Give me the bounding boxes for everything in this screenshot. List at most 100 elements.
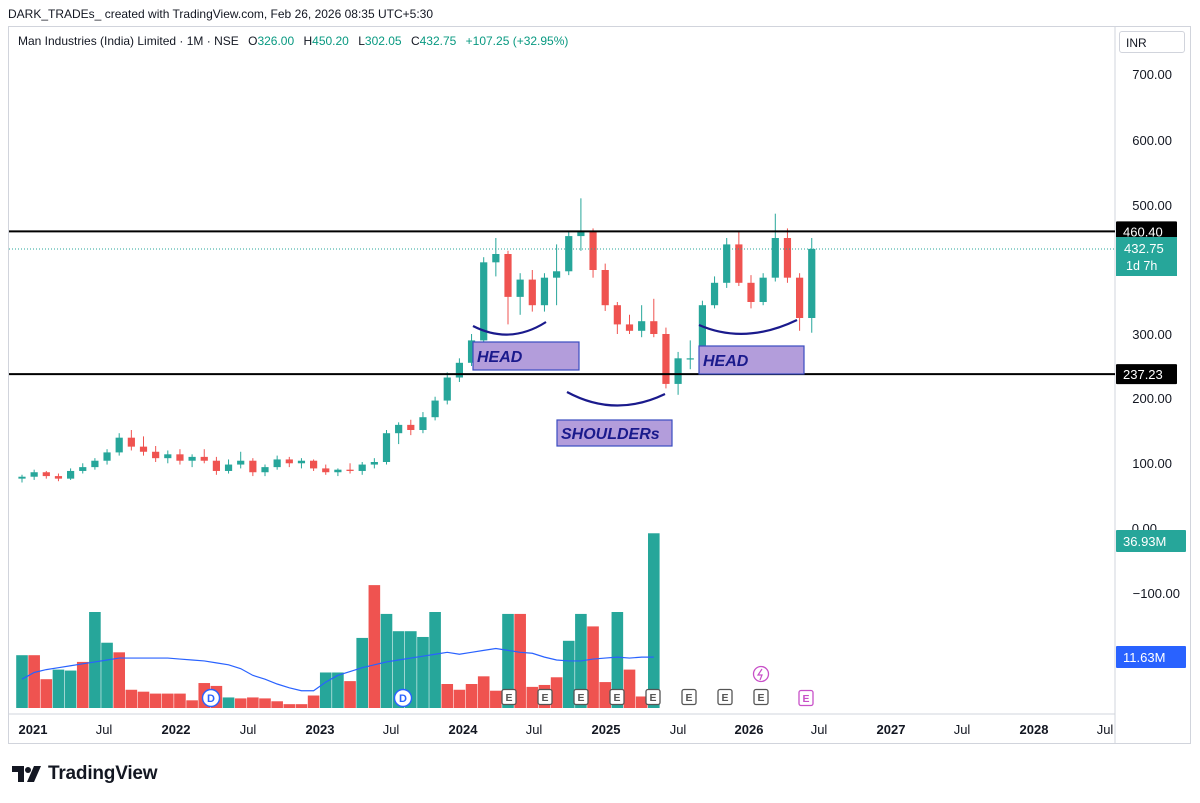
dividend-marker-label: D bbox=[207, 693, 215, 705]
right-head-label-box bbox=[698, 345, 805, 375]
volume-bar bbox=[502, 613, 514, 708]
candle-body bbox=[589, 231, 597, 270]
candle-body bbox=[273, 459, 281, 468]
candle-body bbox=[224, 464, 233, 471]
candle-body bbox=[638, 321, 646, 331]
volume-bar bbox=[16, 655, 28, 708]
currency-button[interactable]: INR bbox=[1119, 31, 1185, 53]
price-tick-label: 600.00 bbox=[1132, 133, 1172, 148]
time-tick-label: 2024 bbox=[449, 722, 479, 737]
candle-body bbox=[419, 417, 427, 430]
volume-bar bbox=[76, 661, 89, 708]
candle-body bbox=[382, 433, 391, 462]
candle-body bbox=[601, 270, 609, 306]
volume-bar bbox=[271, 701, 283, 708]
open-label: O bbox=[248, 34, 258, 48]
lightning-icon bbox=[756, 668, 763, 681]
candle-body bbox=[310, 460, 318, 469]
left-head-arc bbox=[472, 321, 547, 336]
candle-body bbox=[613, 305, 621, 325]
candle-body bbox=[577, 231, 585, 237]
volume-bar bbox=[307, 695, 320, 708]
volume-bar bbox=[611, 612, 624, 708]
time-tick-label: 2027 bbox=[877, 722, 906, 737]
candle-body bbox=[759, 277, 767, 302]
volume-bar bbox=[283, 704, 296, 708]
candle-body bbox=[139, 446, 148, 452]
candle-body bbox=[723, 244, 731, 283]
candle-body bbox=[54, 476, 63, 479]
time-tick-label: 2025 bbox=[592, 722, 621, 737]
volume-bar bbox=[319, 672, 332, 708]
volume-bar bbox=[599, 682, 611, 708]
price-tick-label: 500.00 bbox=[1132, 198, 1172, 213]
candle-body bbox=[710, 282, 719, 306]
candle-body bbox=[42, 472, 50, 477]
volume-bar bbox=[125, 689, 138, 708]
volume-bar bbox=[28, 655, 40, 708]
time-tick-label: Jul bbox=[240, 722, 257, 737]
split-marker-icon bbox=[752, 665, 770, 683]
volume-axis-tick: −100.00 bbox=[1133, 586, 1180, 601]
symbol-legend[interactable]: Man Industries (India) Limited · 1M · NS… bbox=[18, 34, 568, 48]
candle-body bbox=[735, 244, 743, 283]
candle-body bbox=[261, 467, 269, 473]
volume-bar bbox=[259, 698, 271, 708]
candle-body bbox=[443, 377, 451, 401]
last-price-badge: 432.75 bbox=[1124, 241, 1164, 256]
volume-bar bbox=[89, 612, 101, 708]
earnings-marker bbox=[609, 688, 625, 706]
volume-bar bbox=[490, 690, 502, 708]
dividend-marker-label: D bbox=[399, 693, 407, 705]
candle-body bbox=[492, 254, 500, 263]
earnings-marker-label: E bbox=[721, 692, 728, 704]
volume-ma-badge-bg bbox=[1116, 646, 1186, 668]
time-tick-label: Jul bbox=[670, 722, 687, 737]
candle-body bbox=[18, 476, 26, 479]
countdown-badge: 1d 7h bbox=[1126, 259, 1157, 273]
candle-body bbox=[480, 262, 488, 341]
volume-bars bbox=[16, 533, 660, 708]
time-tick-label: Jul bbox=[526, 722, 543, 737]
volume-bar bbox=[101, 642, 113, 708]
candle-body bbox=[540, 277, 549, 306]
candle-body bbox=[796, 277, 804, 318]
time-tick-label: Jul bbox=[383, 722, 400, 737]
earnings-marker-label: E bbox=[685, 692, 692, 704]
candle-body bbox=[237, 460, 245, 465]
volume-bar bbox=[635, 696, 648, 708]
volume-bar bbox=[162, 693, 174, 708]
volume-bar bbox=[550, 677, 563, 708]
candle-body bbox=[188, 456, 196, 461]
candle-body bbox=[431, 400, 439, 418]
last-price-badge-bg bbox=[1116, 237, 1177, 276]
candle-body bbox=[370, 462, 378, 465]
volume-bar bbox=[332, 672, 344, 708]
tradingview-logo-icon bbox=[12, 766, 41, 782]
time-tick-label: 2026 bbox=[735, 722, 764, 737]
earnings-marker bbox=[573, 688, 589, 706]
time-tick-label: Jul bbox=[811, 722, 828, 737]
price-tick-label: 100.00 bbox=[1132, 456, 1172, 471]
volume-ma-badge: 11.63M bbox=[1123, 650, 1165, 665]
volume-bar bbox=[40, 679, 53, 708]
earnings-marker bbox=[753, 688, 769, 706]
candle-body bbox=[334, 469, 342, 473]
candle-body bbox=[625, 324, 634, 331]
candle-body bbox=[747, 282, 755, 302]
price-tick-label: 200.00 bbox=[1132, 391, 1172, 406]
axes: 700.00600.00500.00300.00200.00100.000.00… bbox=[19, 67, 1186, 737]
volume-bar bbox=[295, 704, 308, 708]
time-tick-label: 2022 bbox=[162, 722, 191, 737]
volume-bar bbox=[380, 613, 393, 708]
candle-body bbox=[91, 460, 99, 468]
volume-bar bbox=[149, 693, 162, 708]
close-label: C bbox=[410, 34, 420, 48]
level-lines bbox=[9, 230, 1115, 376]
dividend-marker bbox=[201, 688, 221, 708]
candle-body bbox=[358, 464, 366, 471]
grid-layer bbox=[9, 26, 1116, 744]
left-head-label-box bbox=[472, 341, 580, 371]
close-value: 432.75 bbox=[419, 34, 457, 48]
